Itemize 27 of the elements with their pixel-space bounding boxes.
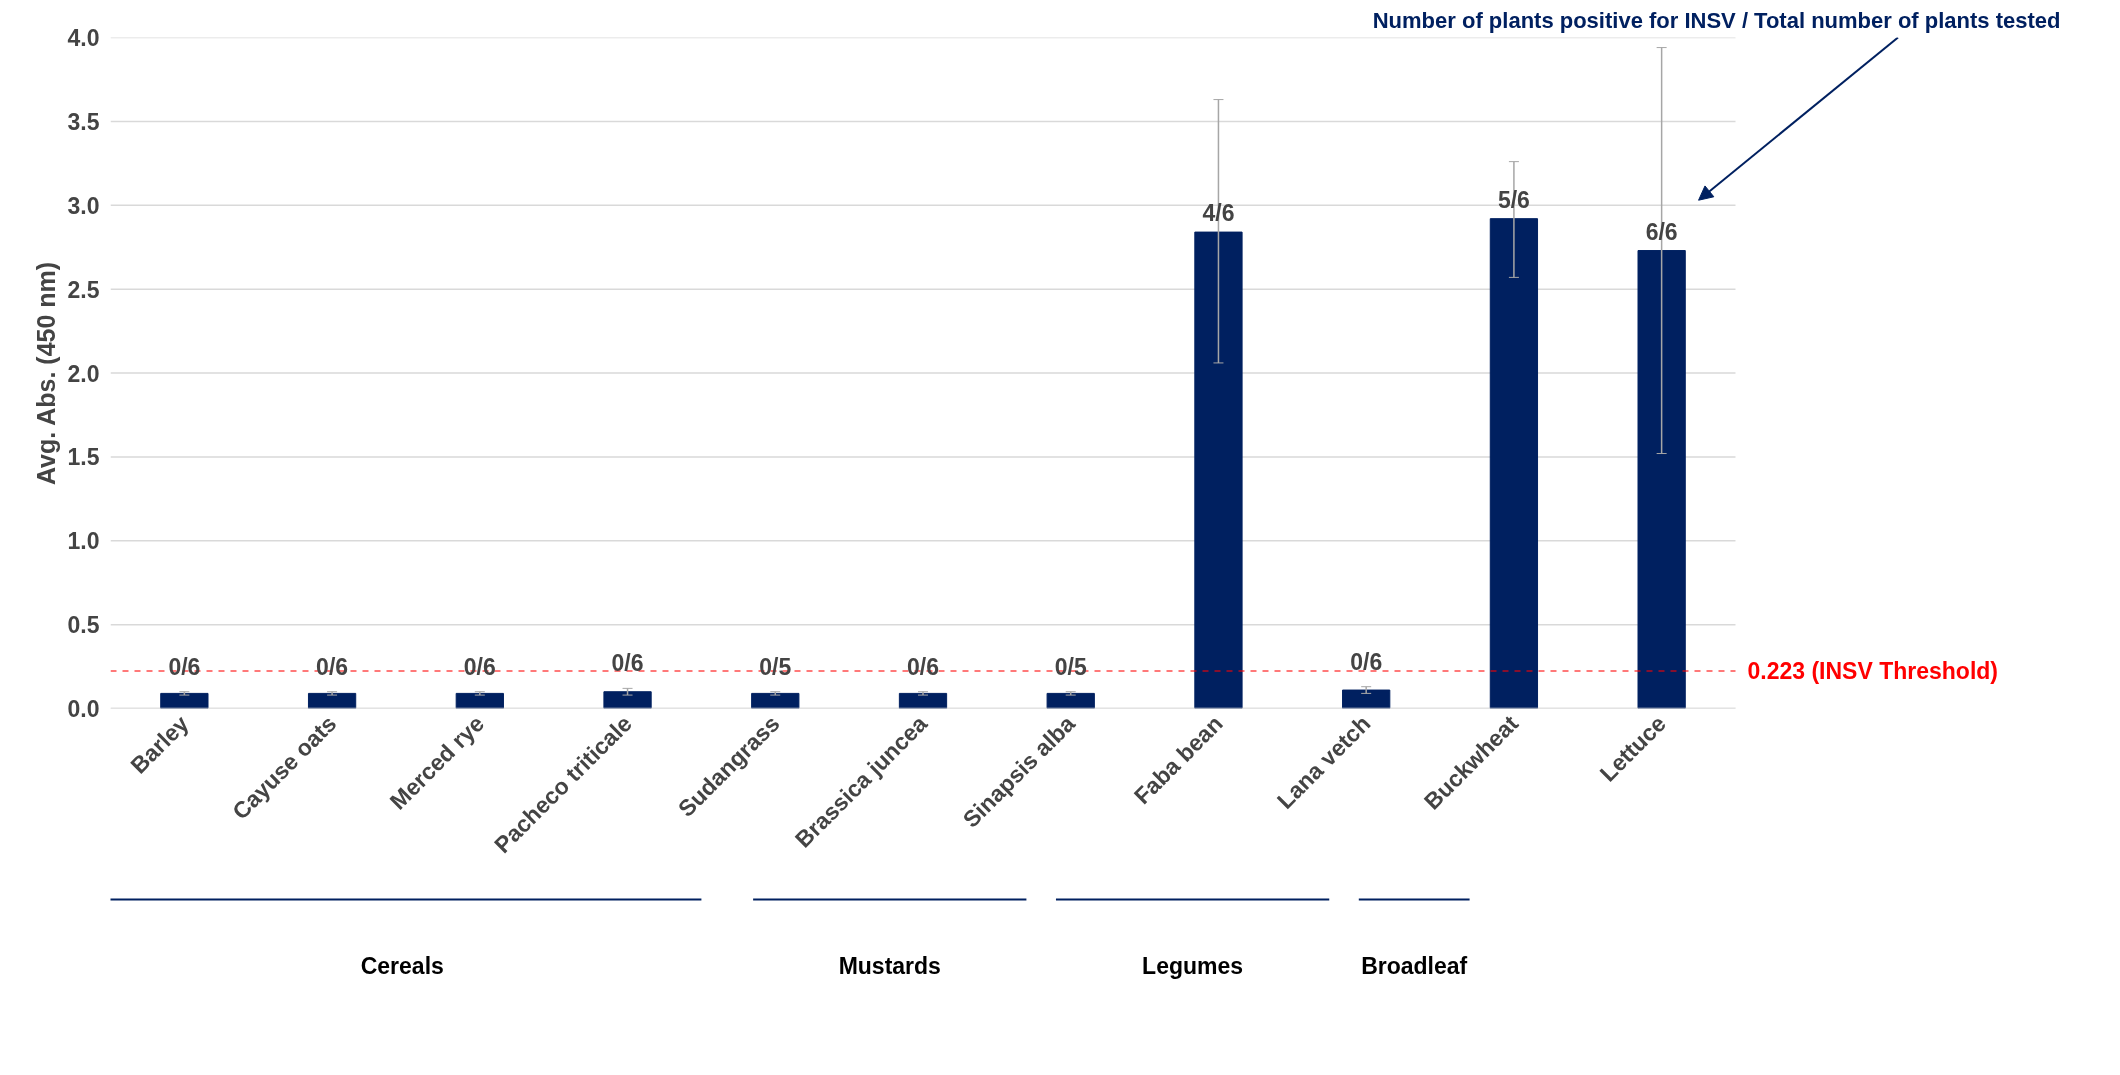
annotation: 0/6 <box>316 653 349 680</box>
y-tick-label: 3.5 <box>67 108 100 135</box>
y-tick-label: 1.5 <box>67 444 100 471</box>
annotation: 0/6 <box>168 653 201 680</box>
text: Mustards <box>838 952 941 979</box>
annotation: 0/6 <box>907 653 939 680</box>
chart-title: Number of plants positive for INSV / Total number of plants tested <box>1372 7 2061 33</box>
y-tick-label: 3.0 <box>67 192 100 219</box>
annotation: 0/6 <box>463 653 496 680</box>
text: Legumes <box>1142 952 1244 979</box>
annotation: 0/5 <box>759 653 792 680</box>
y-axis-title: Avg. Abs. (450 nm) <box>31 261 60 486</box>
annotation: 4/6 <box>1202 200 1235 227</box>
ref-line-label: 0.223 (INSV Threshold) <box>1747 658 1999 685</box>
annotation: 5/6 <box>1497 186 1530 213</box>
y-tick-label: 2.0 <box>67 360 100 387</box>
y-tick-label: 4.0 <box>67 25 100 51</box>
annotation: 0/6 <box>1350 648 1383 675</box>
annotation: 0/5 <box>1054 653 1087 680</box>
y-tick-label: 1.0 <box>67 528 100 555</box>
y-tick-label: 2.5 <box>67 276 100 303</box>
annotation: 0/6 <box>611 650 644 677</box>
text: Cereals <box>360 952 444 979</box>
annotation: 6/6 <box>1645 218 1678 245</box>
y-tick-label: 0.0 <box>67 696 100 722</box>
text: Broadleaf <box>1361 952 1468 979</box>
y-tick-label: 0.5 <box>67 612 100 639</box>
